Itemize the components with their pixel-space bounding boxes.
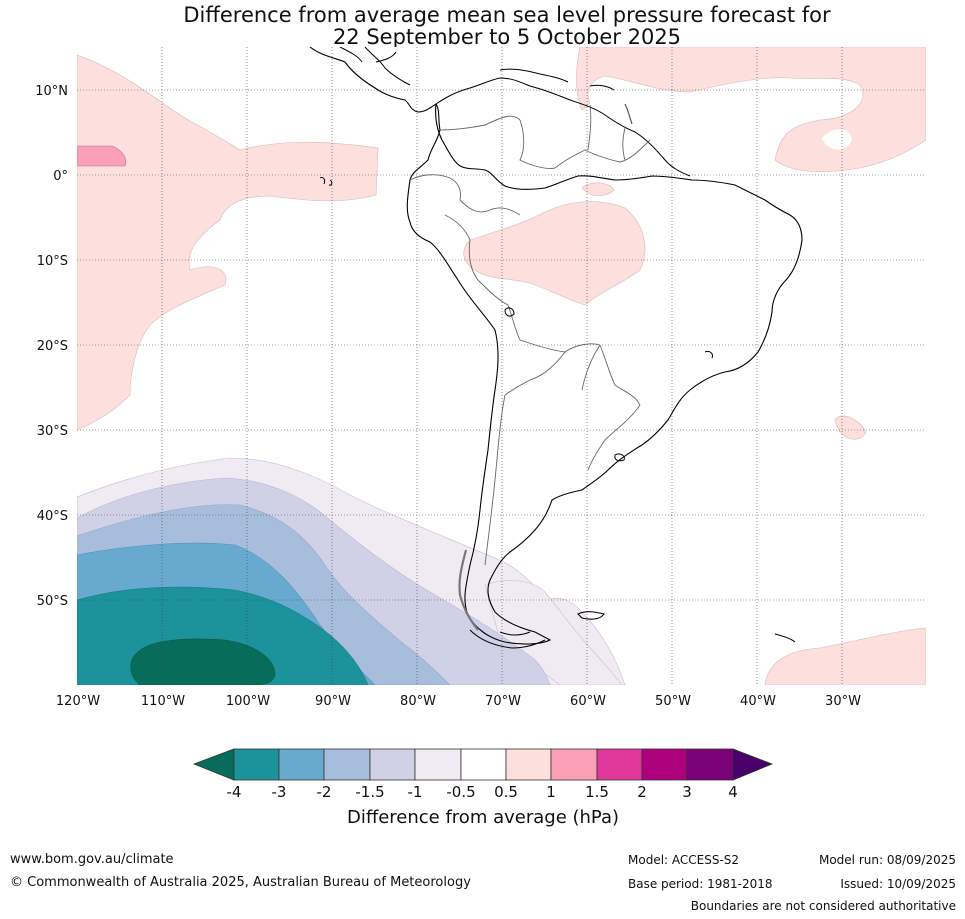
footer-website: www.bom.gov.au/climate bbox=[10, 852, 174, 867]
latitude-labels: 10°N 0° 10°S 20°S 30°S 40°S 50°S bbox=[35, 84, 68, 609]
footer-disclaimer: Boundaries are not considered authoritat… bbox=[690, 899, 956, 913]
coastal-lagoon bbox=[704, 351, 713, 359]
colorbar-tick: -1.5 bbox=[355, 783, 384, 801]
anomaly-positive-amazon-small bbox=[581, 182, 615, 197]
colorbar-bin bbox=[460, 748, 507, 781]
lon-label: 110°W bbox=[141, 694, 185, 709]
caribbean-coastline bbox=[435, 77, 691, 177]
colorbar-tick: 4 bbox=[728, 783, 738, 801]
colorbar-tick: 1 bbox=[546, 783, 556, 801]
colorbar-bin bbox=[414, 748, 462, 781]
lake-mirim bbox=[614, 453, 625, 462]
graticule bbox=[77, 47, 926, 685]
hispaniola-island bbox=[589, 84, 615, 91]
colorbar-tick: -0.5 bbox=[446, 783, 475, 801]
colorbar-arrow-high bbox=[732, 748, 774, 781]
colorbar-bin bbox=[596, 748, 643, 781]
south-georgia bbox=[774, 633, 796, 643]
footer-model-run: Model run: 08/09/2025 bbox=[818, 853, 956, 867]
colorbar-bin bbox=[641, 748, 688, 781]
colorbar-ticks: -4 -3 -2 -1.5 -1 -0.5 0.5 1 1.5 2 3 4 bbox=[227, 783, 738, 801]
lat-label: 10°S bbox=[37, 254, 68, 269]
cuba-island bbox=[499, 68, 569, 83]
footer-copyright: © Commonwealth of Australia 2025, Austra… bbox=[10, 875, 471, 890]
colorbar-tick: 2 bbox=[637, 783, 647, 801]
anomaly-positive-atlantic-core bbox=[822, 129, 852, 150]
lon-label: 30°W bbox=[825, 694, 861, 709]
longitude-labels: 120°W 110°W 100°W 90°W 80°W 70°W 60°W 50… bbox=[56, 694, 861, 709]
colorbar-arrow-low bbox=[192, 748, 235, 781]
lat-label: 30°S bbox=[37, 424, 68, 439]
tierra-del-fuego bbox=[469, 629, 546, 649]
galapagos-islands bbox=[319, 177, 333, 186]
lat-label: 10°N bbox=[35, 84, 68, 99]
colorbar-tick: 0.5 bbox=[494, 783, 518, 801]
lon-label: 40°W bbox=[740, 694, 776, 709]
south-america-coastline bbox=[309, 47, 803, 645]
colorbar-bin bbox=[278, 748, 325, 781]
lon-label: 60°W bbox=[570, 694, 606, 709]
lat-label: 40°S bbox=[37, 509, 68, 524]
colorbar-tick: -3 bbox=[272, 783, 287, 801]
colorbar-bin bbox=[686, 748, 734, 781]
colorbar-bin bbox=[369, 748, 416, 781]
footer-base-period: Base period: 1981-2018 bbox=[628, 877, 773, 891]
colorbar-label: Difference from average (hPa) bbox=[346, 807, 620, 828]
footer-issued: Issued: 10/09/2025 bbox=[840, 877, 956, 891]
lon-label: 50°W bbox=[655, 694, 691, 709]
anomaly-positive-pink-spot bbox=[77, 145, 127, 167]
colorbar-bin bbox=[233, 748, 280, 781]
anomaly-positive-south-atlantic bbox=[834, 415, 867, 440]
chilean-archipelago bbox=[458, 549, 479, 631]
lon-label: 90°W bbox=[315, 694, 351, 709]
colorbar-tick: 1.5 bbox=[585, 783, 609, 801]
footer-model: Model: ACCESS-S2 bbox=[628, 853, 740, 867]
lon-label: 70°W bbox=[485, 694, 521, 709]
colorbar-tick: -4 bbox=[227, 783, 242, 801]
colorbar-bin bbox=[323, 748, 371, 781]
anomaly-positive-southeast bbox=[764, 627, 926, 685]
anomaly-negative-core bbox=[130, 638, 276, 685]
lat-label: 20°S bbox=[37, 339, 68, 354]
anomaly-positive-amazon bbox=[463, 201, 646, 306]
colorbar-tick: -1 bbox=[408, 783, 423, 801]
colorbar-tick: -2 bbox=[317, 783, 332, 801]
title-line-2: 22 September to 5 October 2025 bbox=[332, 25, 682, 49]
map-title: Difference from average mean sea level p… bbox=[0, 4, 965, 48]
central-america-coast bbox=[339, 47, 411, 86]
anomaly-positive-east-pacific bbox=[77, 54, 379, 431]
lat-label: 50°S bbox=[37, 594, 68, 609]
colorbar-bin bbox=[505, 748, 552, 781]
colorbar bbox=[192, 748, 774, 781]
country-borders bbox=[409, 104, 651, 566]
colorbar-tick: 3 bbox=[682, 783, 692, 801]
map-area bbox=[77, 47, 926, 685]
title-line-1: Difference from average mean sea level p… bbox=[183, 3, 831, 27]
lake-titicaca bbox=[504, 307, 515, 317]
colorbar-bin bbox=[550, 748, 598, 781]
lon-label: 80°W bbox=[400, 694, 436, 709]
lat-label: 0° bbox=[53, 169, 68, 184]
falkland-islands bbox=[577, 611, 605, 620]
lon-label: 100°W bbox=[226, 694, 270, 709]
lon-label: 120°W bbox=[56, 694, 100, 709]
lesser-antilles bbox=[624, 103, 633, 125]
